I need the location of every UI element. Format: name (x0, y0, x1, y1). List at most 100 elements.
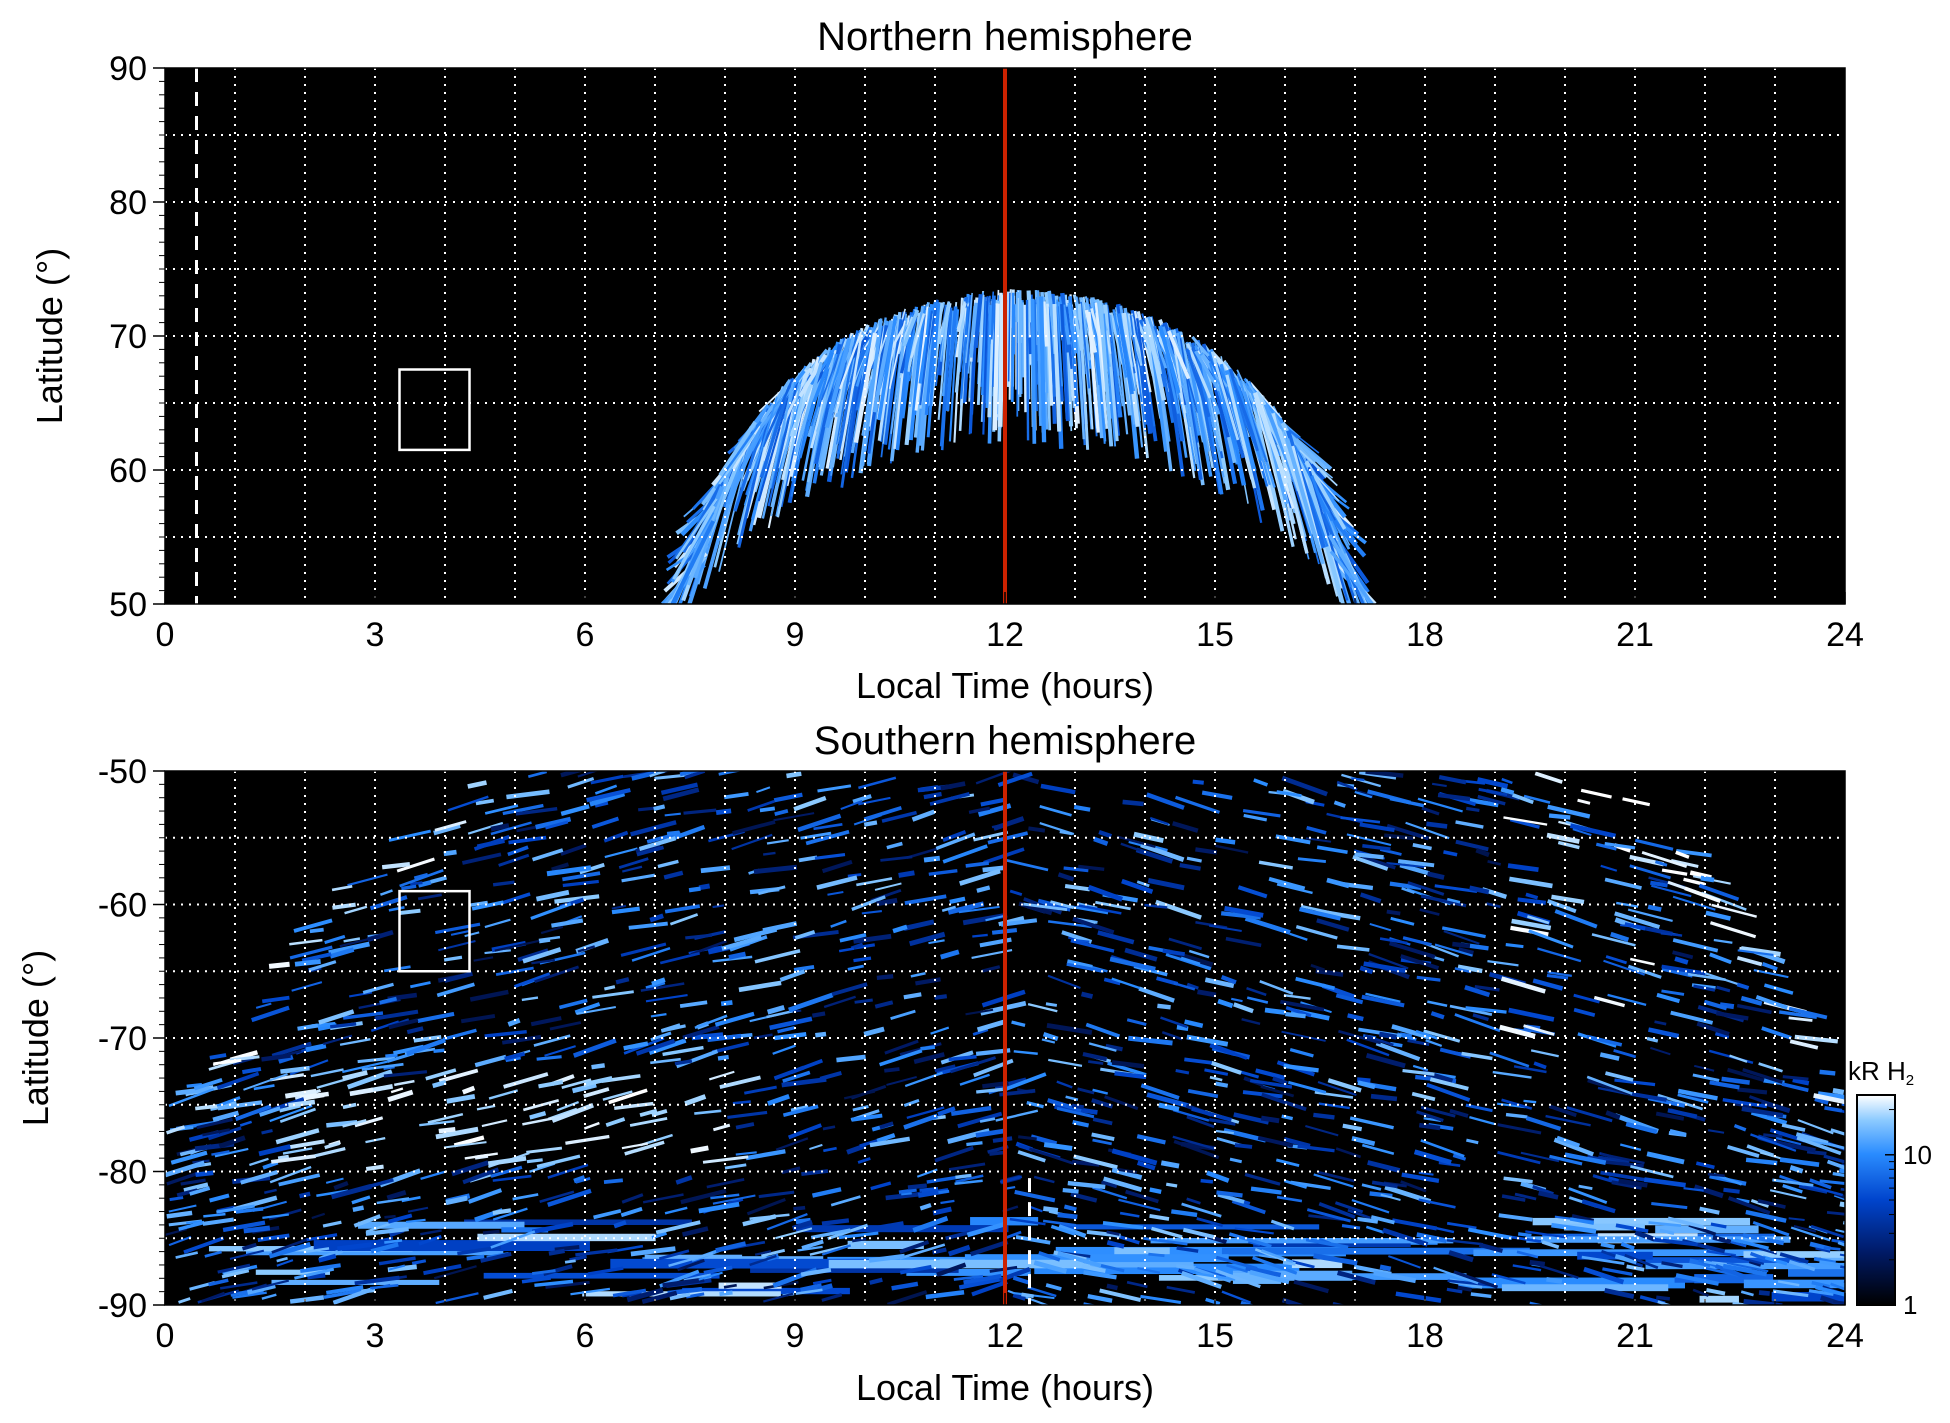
emission-streak (1186, 349, 1213, 477)
emission-streak (720, 1000, 733, 1007)
emission-streak (1753, 969, 1789, 979)
emission-streak (193, 1077, 223, 1091)
emission-streak (936, 1262, 967, 1277)
emission-streak (1464, 984, 1491, 998)
emission-streak (1566, 1106, 1613, 1123)
emission-streak (1056, 1106, 1095, 1119)
emission-streak (342, 1118, 367, 1128)
emission-streak (278, 1054, 294, 1064)
emission-streak (718, 771, 740, 776)
emission-streak (1776, 1140, 1816, 1153)
emission-streak (694, 1109, 722, 1115)
emission-streak (1200, 1178, 1214, 1184)
emission-streak (773, 812, 815, 822)
emission-streak (1781, 1123, 1806, 1132)
emission-streak (1659, 1228, 1675, 1235)
emission-streak (1418, 1198, 1456, 1209)
x-tick-label: 15 (1196, 616, 1234, 654)
emission-streak (1778, 1010, 1818, 1020)
emission-streak (1250, 1186, 1282, 1195)
emission-streak (1600, 1152, 1645, 1165)
emission-streak (869, 1277, 883, 1285)
emission-streak (547, 1188, 592, 1208)
emission-streak (886, 841, 903, 850)
emission-streak (1341, 1224, 1361, 1230)
emission-band (1458, 1277, 1685, 1289)
emission-streak (1239, 380, 1271, 486)
emission-streak (271, 1238, 308, 1254)
emission-streak (640, 982, 685, 992)
emission-streak (954, 1179, 983, 1185)
emission-streak (712, 1123, 731, 1132)
emission-streak (1675, 1273, 1719, 1286)
emission-streak (605, 1117, 626, 1128)
emission-streak (1793, 1224, 1817, 1233)
emission-streak (305, 1043, 327, 1053)
emission-streak (717, 1054, 729, 1061)
emission-streak (1365, 1225, 1385, 1234)
emission-streak (919, 1186, 939, 1194)
emission-streak (1465, 806, 1480, 812)
emission-streak (530, 902, 572, 920)
emission-streak (843, 1090, 876, 1100)
emission-streak (907, 1183, 927, 1190)
y-tick-label: -90 (98, 1287, 147, 1325)
emission-streak (779, 969, 806, 982)
emission-streak (1270, 1219, 1295, 1231)
emission-streak (1469, 885, 1490, 895)
emission-streak (1809, 1178, 1832, 1190)
emission-streak (1186, 1197, 1201, 1205)
emission-streak (706, 1178, 745, 1189)
emission-streak (757, 885, 786, 896)
emission-streak (1661, 989, 1685, 996)
emission-streak (536, 1154, 581, 1169)
emission-streak (1293, 1279, 1329, 1294)
emission-streak (1477, 794, 1506, 806)
emission-streak (975, 1128, 1005, 1138)
emission-streak (1810, 1224, 1845, 1239)
emission-streak (761, 1248, 786, 1258)
emission-streak (1426, 1082, 1471, 1102)
emission-streak (1052, 304, 1062, 432)
emission-streak (1088, 1042, 1117, 1052)
emission-streak (798, 353, 828, 398)
emission-streak (284, 1088, 317, 1099)
emission-streak (443, 955, 463, 962)
emission-streak (1140, 842, 1185, 862)
emission-streak (1111, 977, 1141, 990)
emission-streak (420, 1229, 442, 1236)
emission-streak (781, 1166, 801, 1175)
emission-streak (838, 1231, 879, 1240)
emission-streak (1412, 843, 1432, 851)
emission-streak (232, 1291, 267, 1299)
emission-streak (613, 1220, 627, 1229)
emission-streak (1125, 1189, 1159, 1204)
emission-streak (261, 995, 290, 1004)
emission-streak (798, 855, 818, 863)
emission-streak (1419, 908, 1440, 916)
emission-streak (858, 796, 891, 806)
emission-streak (1722, 1263, 1768, 1277)
emission-streak (483, 1288, 513, 1300)
emission-streak (942, 844, 988, 864)
emission-streak (1772, 1178, 1814, 1187)
emission-streak (1819, 1260, 1845, 1268)
emission-streak (1092, 1117, 1113, 1126)
emission-streak (1627, 908, 1673, 923)
emission-streak (1580, 788, 1612, 799)
emission-streak (438, 1127, 456, 1134)
emission-streak (268, 1241, 311, 1259)
emission-streak (1027, 1286, 1057, 1298)
emission-streak (1830, 1128, 1845, 1136)
emission-streak (968, 806, 991, 814)
emission-streak (425, 1068, 457, 1081)
emission-streak (645, 980, 666, 990)
emission-streak (323, 1288, 362, 1299)
emission-streak (1140, 1294, 1182, 1305)
emission-streak (269, 1165, 312, 1184)
emission-streak (314, 1146, 346, 1158)
emission-streak (1581, 1255, 1625, 1265)
emission-streak (910, 971, 926, 978)
emission-streak (1700, 875, 1715, 883)
emission-streak (1147, 878, 1185, 891)
